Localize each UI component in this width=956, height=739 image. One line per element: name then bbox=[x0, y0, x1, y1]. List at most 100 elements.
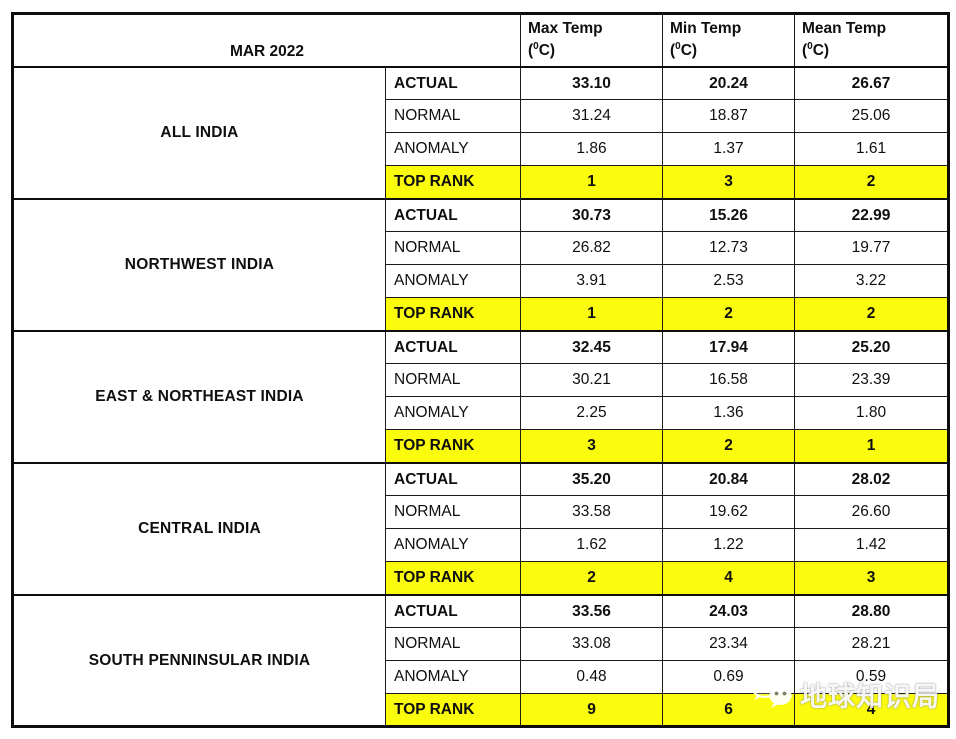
table-row: ANOMALY 1.86 1.37 1.61 bbox=[13, 132, 949, 167]
max-temp-label: Max Temp bbox=[528, 20, 603, 37]
cell-mean: 0.59 bbox=[794, 660, 949, 695]
cell-max: 2 bbox=[520, 561, 663, 596]
table-row: NORTHWEST INDIA ACTUAL 30.73 15.26 22.99 bbox=[12, 197, 949, 332]
cell-mean: 3.22 bbox=[794, 264, 949, 299]
cell-min: 4 bbox=[662, 561, 795, 596]
cell-max: 3 bbox=[520, 429, 663, 464]
cell-max: 1.86 bbox=[520, 132, 663, 167]
region-name: ALL INDIA bbox=[12, 65, 386, 200]
max-temp-header: Max Temp (0C) bbox=[520, 12, 663, 68]
cell-max: 30.21 bbox=[520, 363, 663, 398]
row-label: NORMAL bbox=[385, 627, 521, 662]
row-label: ANOMALY bbox=[385, 132, 521, 167]
table-row: EAST & NORTHEAST INDIA ACTUAL 32.45 17.9… bbox=[12, 329, 949, 464]
cell-min: 20.24 bbox=[662, 65, 795, 101]
cell-max: 0.48 bbox=[520, 660, 663, 695]
row-label: TOP RANK bbox=[385, 693, 521, 728]
cell-mean: 3 bbox=[794, 561, 949, 596]
cell-max: 33.10 bbox=[520, 65, 663, 101]
region-name: SOUTH PENNINSULAR INDIA bbox=[12, 593, 386, 728]
min-temp-header: Min Temp (0C) bbox=[662, 12, 795, 68]
row-label: ACTUAL bbox=[385, 65, 521, 101]
cell-max: 1.62 bbox=[520, 528, 663, 563]
table-row: SOUTH PENNINSULAR INDIA ACTUAL 33.56 24.… bbox=[12, 593, 949, 728]
cell-max: 1 bbox=[520, 297, 663, 332]
table-row: NORMAL 26.82 12.73 19.77 bbox=[13, 231, 949, 266]
cell-max: 26.82 bbox=[520, 231, 663, 266]
cell-mean: 2 bbox=[794, 165, 949, 200]
cell-mean: 1.42 bbox=[794, 528, 949, 563]
cell-max: 35.20 bbox=[520, 461, 663, 497]
cell-mean: 26.60 bbox=[794, 495, 949, 530]
table-row: NORMAL 31.24 18.87 25.06 bbox=[13, 99, 949, 134]
cell-min: 19.62 bbox=[662, 495, 795, 530]
cell-min: 16.58 bbox=[662, 363, 795, 398]
table-row-top-rank: TOP RANK 1 3 2 bbox=[13, 165, 949, 200]
row-label: ANOMALY bbox=[385, 660, 521, 695]
cell-mean: 25.20 bbox=[794, 329, 949, 365]
cell-mean: 1.80 bbox=[794, 396, 949, 431]
row-label: ANOMALY bbox=[385, 396, 521, 431]
cell-mean: 26.67 bbox=[794, 65, 949, 101]
cell-mean: 28.80 bbox=[794, 593, 949, 629]
cell-max: 2.25 bbox=[520, 396, 663, 431]
cell-mean: 23.39 bbox=[794, 363, 949, 398]
row-label: ACTUAL bbox=[385, 461, 521, 497]
cell-min: 2.53 bbox=[662, 264, 795, 299]
cell-min: 1.22 bbox=[662, 528, 795, 563]
table-row: CENTRAL INDIA ACTUAL 35.20 20.84 28.02 bbox=[12, 461, 949, 596]
cell-max: 33.58 bbox=[520, 495, 663, 530]
region-name: CENTRAL INDIA bbox=[12, 461, 386, 596]
row-label: ANOMALY bbox=[385, 264, 521, 299]
temperature-summary-table: MAR 2022 Max Temp (0C) Min Temp (0C) Mea… bbox=[11, 12, 950, 729]
cell-min: 1.36 bbox=[662, 396, 795, 431]
table-row-top-rank: TOP RANK 1 2 2 bbox=[13, 297, 949, 332]
row-label: NORMAL bbox=[385, 495, 521, 530]
cell-min: 2 bbox=[662, 429, 795, 464]
table-row-top-rank: TOP RANK 3 2 1 bbox=[13, 429, 949, 464]
cell-mean: 1 bbox=[794, 429, 949, 464]
cell-mean: 25.06 bbox=[794, 99, 949, 134]
cell-min: 24.03 bbox=[662, 593, 795, 629]
row-label: TOP RANK bbox=[385, 297, 521, 332]
row-label: NORMAL bbox=[385, 231, 521, 266]
cell-max: 33.08 bbox=[520, 627, 663, 662]
cell-max: 31.24 bbox=[520, 99, 663, 134]
table-row: NORMAL 33.58 19.62 26.60 bbox=[13, 495, 949, 530]
mean-temp-header: Mean Temp (0C) bbox=[794, 12, 949, 68]
header-row: MAR 2022 Max Temp (0C) Min Temp (0C) Mea… bbox=[12, 12, 949, 68]
region-name: EAST & NORTHEAST INDIA bbox=[12, 329, 386, 464]
cell-mean: 22.99 bbox=[794, 197, 949, 233]
cell-mean: 28.02 bbox=[794, 461, 949, 497]
cell-min: 0.69 bbox=[662, 660, 795, 695]
row-label: NORMAL bbox=[385, 99, 521, 134]
cell-min: 3 bbox=[662, 165, 795, 200]
row-label: TOP RANK bbox=[385, 561, 521, 596]
row-label: TOP RANK bbox=[385, 429, 521, 464]
row-label: ACTUAL bbox=[385, 329, 521, 365]
cell-min: 15.26 bbox=[662, 197, 795, 233]
row-label: ANOMALY bbox=[385, 528, 521, 563]
min-temp-label: Min Temp bbox=[670, 20, 742, 37]
mean-temp-label: Mean Temp bbox=[802, 20, 887, 37]
table-row: NORMAL 30.21 16.58 23.39 bbox=[13, 363, 949, 398]
cell-mean: 4 bbox=[794, 693, 949, 728]
cell-min: 20.84 bbox=[662, 461, 795, 497]
cell-min: 23.34 bbox=[662, 627, 795, 662]
cell-min: 2 bbox=[662, 297, 795, 332]
cell-min: 1.37 bbox=[662, 132, 795, 167]
cell-max: 30.73 bbox=[520, 197, 663, 233]
cell-mean: 19.77 bbox=[794, 231, 949, 266]
table-row: ANOMALY 1.62 1.22 1.42 bbox=[13, 528, 949, 563]
row-label: ACTUAL bbox=[385, 593, 521, 629]
cell-min: 18.87 bbox=[662, 99, 795, 134]
cell-min: 17.94 bbox=[662, 329, 795, 365]
cell-max: 32.45 bbox=[520, 329, 663, 365]
cell-max: 3.91 bbox=[520, 264, 663, 299]
row-label: ACTUAL bbox=[385, 197, 521, 233]
cell-max: 9 bbox=[520, 693, 663, 728]
table-row: NORMAL 33.08 23.34 28.21 bbox=[13, 627, 949, 662]
cell-mean: 2 bbox=[794, 297, 949, 332]
region-name: NORTHWEST INDIA bbox=[12, 197, 386, 332]
